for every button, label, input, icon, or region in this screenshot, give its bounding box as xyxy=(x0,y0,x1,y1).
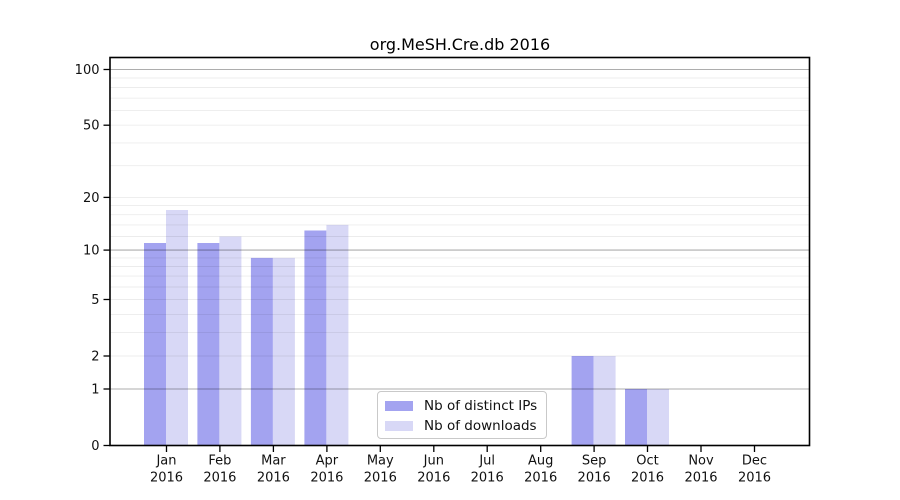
x-tick-label-year: 2016 xyxy=(631,471,664,486)
legend-row-distinct-ips: Nb of distinct IPs xyxy=(385,396,546,416)
x-tick-label-month: Aug xyxy=(528,454,553,469)
legend-swatch-distinct-ips xyxy=(385,401,413,411)
y-tick-label: 50 xyxy=(83,119,100,134)
bar-ip-jan xyxy=(144,243,166,446)
x-tick-label-month: Sep xyxy=(582,454,607,469)
x-tick-label-year: 2016 xyxy=(310,471,343,486)
bar-ip-mar xyxy=(250,257,273,446)
bar-dl-mar xyxy=(272,257,295,446)
legend-row-downloads: Nb of downloads xyxy=(385,416,546,436)
x-tick-label-year: 2016 xyxy=(578,471,611,486)
x-tick-label-month: Oct xyxy=(636,454,658,469)
bar-ip-sep xyxy=(571,356,594,446)
y-tick-label: 2 xyxy=(91,350,99,365)
x-tick-label-month: Jan xyxy=(155,454,176,469)
bar-ip-apr xyxy=(304,230,327,446)
x-tick-label-year: 2016 xyxy=(684,471,717,486)
x-tick-label-month: May xyxy=(367,454,394,469)
legend-swatch-downloads xyxy=(385,421,413,431)
bar-dl-apr xyxy=(326,224,349,446)
legend-label-downloads: Nb of downloads xyxy=(424,418,537,434)
x-tick-label-year: 2016 xyxy=(150,471,183,486)
x-tick-label-year: 2016 xyxy=(471,471,504,486)
x-tick-label-month: Nov xyxy=(688,454,714,469)
plot-border xyxy=(109,56,811,447)
y-tick-label: 5 xyxy=(91,293,99,308)
x-tick-label-year: 2016 xyxy=(257,471,290,486)
x-tick-label-year: 2016 xyxy=(417,471,450,486)
x-tick-label-month: Apr xyxy=(316,454,339,469)
x-tick-label-month: Jun xyxy=(423,454,444,469)
y-tick-label: 10 xyxy=(83,244,100,259)
y-tick-label: 20 xyxy=(83,191,100,206)
bar-dl-jan xyxy=(166,210,188,446)
bar-dl-oct xyxy=(647,389,669,446)
legend: Nb of distinct IPs Nb of downloads xyxy=(377,391,547,439)
bar-ip-feb xyxy=(197,243,220,446)
x-tick-label-year: 2016 xyxy=(203,471,236,486)
x-tick-label-month: Mar xyxy=(261,454,286,469)
legend-label-distinct-ips: Nb of distinct IPs xyxy=(424,398,538,414)
y-tick-label: 100 xyxy=(75,63,100,78)
y-tick-label: 1 xyxy=(91,383,99,398)
x-tick-label-month: Feb xyxy=(208,454,231,469)
y-tick-label: 0 xyxy=(91,439,99,454)
bar-dl-feb xyxy=(219,236,242,446)
chart-title: org.MeSH.Cre.db 2016 xyxy=(369,35,551,54)
x-tick-label-year: 2016 xyxy=(364,471,397,486)
x-tick-label-month: Dec xyxy=(742,454,767,469)
x-tick-label-month: Jul xyxy=(478,454,495,469)
bar-ip-oct xyxy=(625,389,647,446)
x-tick-label-year: 2016 xyxy=(738,471,771,486)
x-tick-label-year: 2016 xyxy=(524,471,557,486)
bar-dl-sep xyxy=(593,356,616,446)
